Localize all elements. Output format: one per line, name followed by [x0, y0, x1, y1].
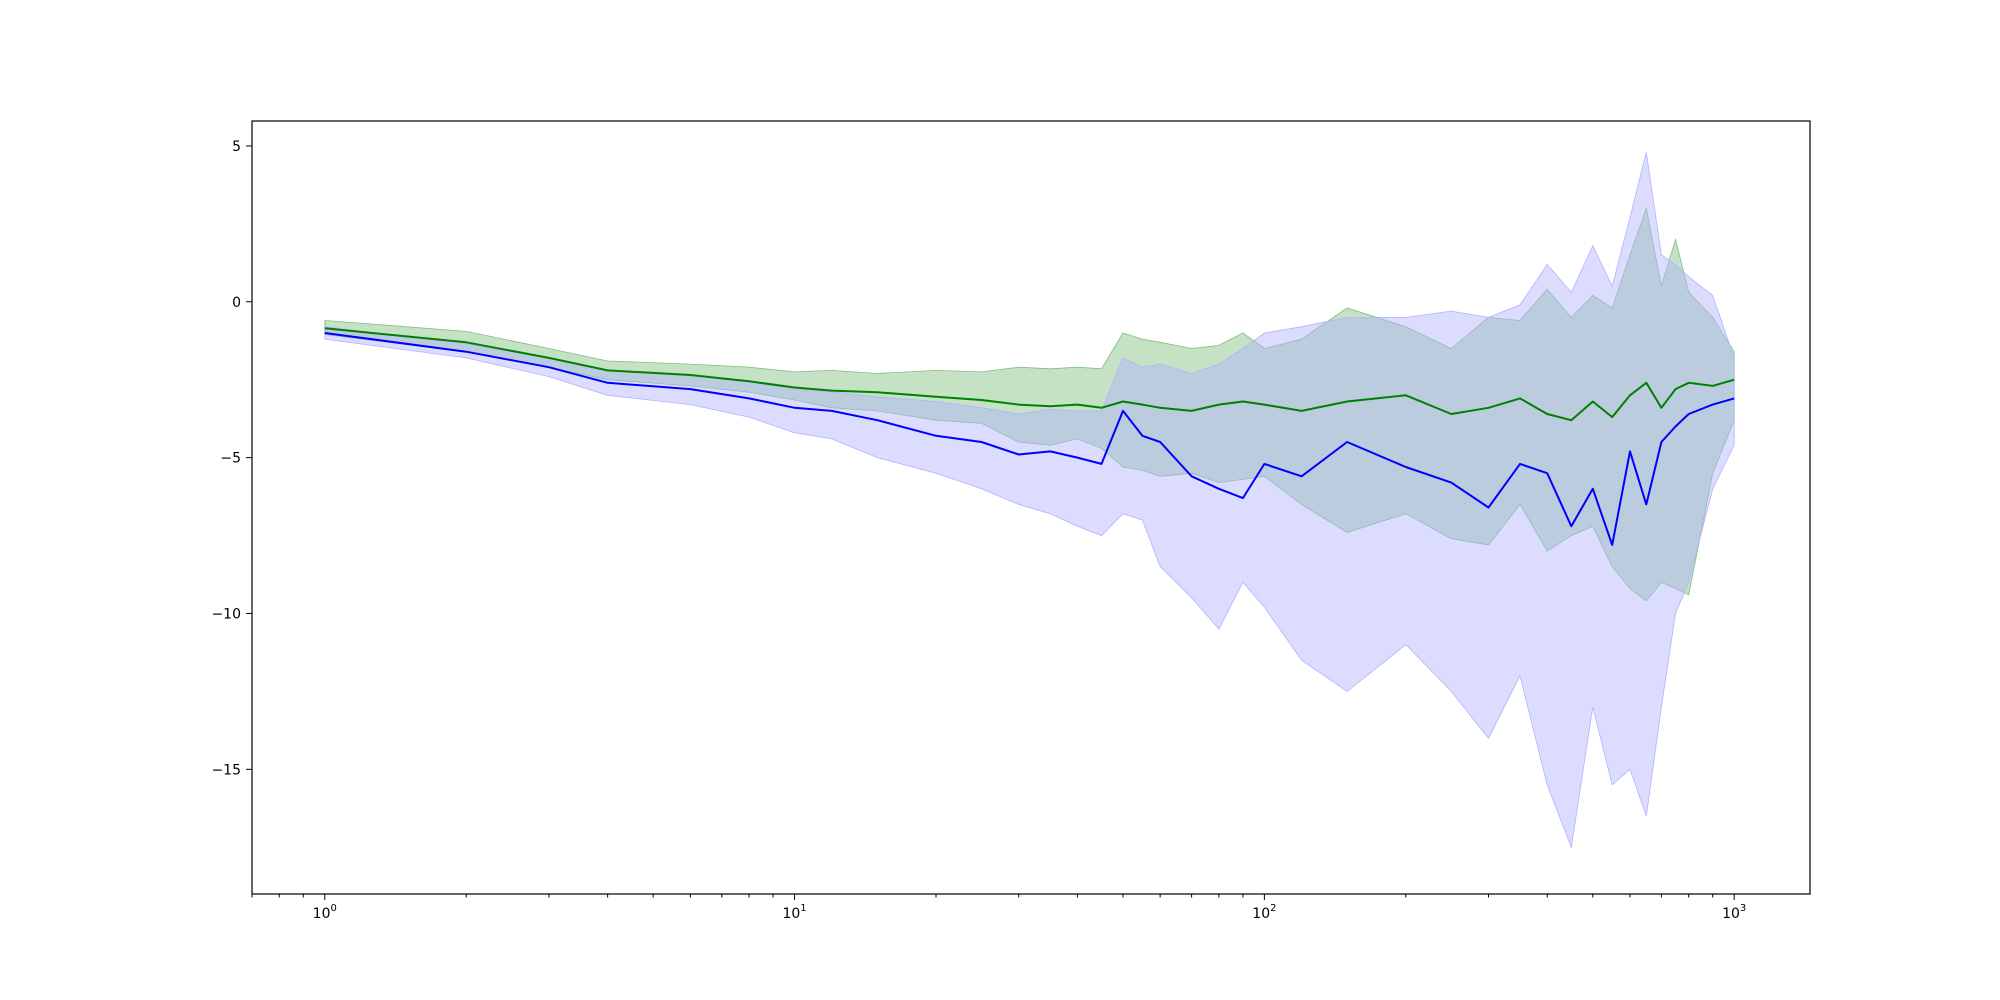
x-tick-label: 100 — [313, 903, 337, 922]
x-tick-label-base: 10 — [313, 906, 331, 922]
y-tick-label: 0 — [232, 295, 241, 311]
x-tick-label: 101 — [782, 903, 806, 922]
x-tick-label: 102 — [1252, 903, 1276, 922]
axes-frame — [251, 120, 1811, 895]
x-tick-label-exponent: 0 — [331, 903, 337, 914]
y-tick-label: −10 — [211, 606, 241, 622]
y-tick-label: 5 — [232, 139, 241, 155]
series-1-confidence-band — [324, 152, 1735, 849]
y-tick-label: −15 — [211, 762, 241, 778]
x-tick-label-base: 10 — [1252, 906, 1270, 922]
series-0-line — [324, 327, 1735, 422]
x-tick-label-base: 10 — [1722, 906, 1740, 922]
x-tick-label-exponent: 2 — [1270, 903, 1276, 914]
x-tick-label-exponent: 3 — [1740, 903, 1746, 914]
x-tick-label: 103 — [1722, 903, 1746, 922]
series-1-line — [324, 332, 1735, 546]
y-tick-label: −5 — [220, 451, 241, 467]
plot-area — [324, 152, 1735, 849]
x-tick-label-base: 10 — [782, 906, 800, 922]
x-tick-label-exponent: 1 — [800, 903, 806, 914]
